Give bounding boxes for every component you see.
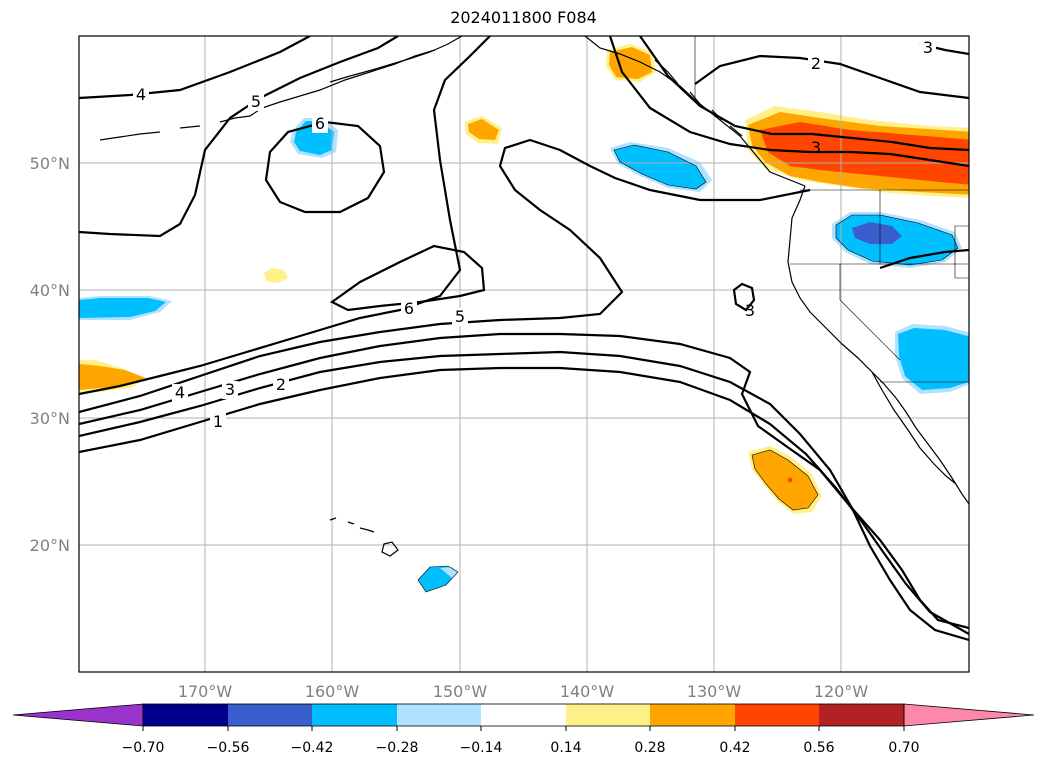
contour-label: 5 bbox=[455, 307, 465, 326]
lon-label-150: 150°W bbox=[433, 682, 488, 701]
alaska-peninsula bbox=[329, 36, 463, 83]
outline-interior bbox=[835, 214, 959, 266]
lat-label-50: 50°N bbox=[30, 154, 70, 173]
shade-yellow-small bbox=[264, 268, 288, 283]
contour-3-inner bbox=[639, 36, 969, 152]
baja-peninsula bbox=[871, 371, 957, 485]
shade-subtropical-orange bbox=[752, 450, 818, 510]
colorbar-tick-label: 0.56 bbox=[803, 740, 834, 756]
panhandle-islands bbox=[654, 59, 743, 137]
contour-5-mid bbox=[79, 36, 491, 396]
map-frame bbox=[78, 35, 970, 673]
contour-5-north bbox=[79, 36, 399, 238]
shade-southwest-blue bbox=[898, 328, 969, 390]
colorbar-bin bbox=[566, 704, 650, 726]
colorbar-bin bbox=[481, 704, 566, 726]
colorbar-tick-label: −0.56 bbox=[207, 740, 250, 756]
contour-label: 6 bbox=[404, 299, 414, 318]
lat-label-40: 40°N bbox=[30, 281, 70, 300]
contour-1-main bbox=[79, 366, 969, 635]
shade-interior-darkblue bbox=[852, 222, 902, 244]
contour-4-north bbox=[79, 36, 311, 100]
contour-label-layer: 4 5 6 6 5 4 3 2 1 2 3 3 3 bbox=[133, 38, 936, 431]
colorbar: −0.70 −0.56 −0.42 −0.28 −0.14 0.14 0.28 … bbox=[12, 703, 1035, 756]
contour-label: 2 bbox=[276, 375, 286, 394]
colorbar-bin bbox=[819, 704, 904, 726]
colorbar-frame bbox=[142, 703, 905, 727]
contour-label: 5 bbox=[251, 92, 261, 111]
state-border-c bbox=[954, 225, 969, 279]
contour-label: 6 bbox=[315, 114, 325, 133]
contour-4-main bbox=[79, 138, 811, 414]
colorbar-bin bbox=[228, 704, 312, 726]
contour-label: 4 bbox=[175, 383, 185, 402]
colorbar-tick-label: −0.70 bbox=[122, 740, 165, 756]
colorbar-bin bbox=[735, 704, 819, 726]
outline-subtropical bbox=[751, 449, 819, 511]
shade-panhandle-orange bbox=[609, 47, 652, 79]
contour-label: 3 bbox=[811, 138, 821, 157]
shade-outline-layer bbox=[417, 144, 959, 593]
colorbar-tick-label: −0.14 bbox=[460, 740, 503, 756]
lon-label-170: 170°W bbox=[178, 682, 233, 701]
us-west-coast bbox=[787, 185, 969, 505]
contour-label: 3 bbox=[745, 301, 755, 320]
lon-label-160: 160°W bbox=[305, 682, 360, 701]
colorbar-bin bbox=[312, 704, 397, 726]
colorbar-tick-label: 0.42 bbox=[719, 740, 750, 756]
lat-label-30: 30°N bbox=[30, 409, 70, 428]
shade-west-edge-blue bbox=[79, 298, 166, 318]
contour-3-main bbox=[79, 332, 969, 630]
hawaii-islands bbox=[329, 517, 399, 557]
shade-gulf-alaska-orange bbox=[468, 119, 499, 140]
contour-3-upper bbox=[608, 36, 969, 168]
latitude-label-layer: 50°N 40°N 30°N 20°N bbox=[30, 154, 70, 555]
contour-6-closed-mid bbox=[329, 244, 486, 312]
colorbar-tick-label: −0.28 bbox=[376, 740, 419, 756]
contour-small-ring bbox=[732, 282, 756, 312]
lat-label-20: 20°N bbox=[30, 536, 70, 555]
map-title: 2024011800 F084 bbox=[450, 8, 597, 27]
colorbar-bin bbox=[650, 704, 735, 726]
colorbar-tick-label: −0.42 bbox=[291, 740, 334, 756]
colorbar-tick-label: 0.14 bbox=[550, 740, 581, 756]
colorbar-extend-low bbox=[12, 703, 144, 727]
shade-south-lightblue bbox=[440, 567, 458, 578]
colorbar-tick-labels: −0.70 −0.56 −0.42 −0.28 −0.14 0.14 0.28 … bbox=[122, 740, 920, 756]
contour-6-closed bbox=[264, 120, 386, 214]
colorbar-bin bbox=[143, 704, 228, 726]
lon-label-130: 130°W bbox=[687, 682, 742, 701]
contour-label: 2 bbox=[811, 54, 821, 73]
contour-label: 3 bbox=[923, 38, 933, 57]
shade-subtropical-red-dot bbox=[787, 477, 793, 483]
colorbar-bin bbox=[397, 704, 481, 726]
longitude-label-layer: 170°W 160°W 150°W 140°W 130°W 120°W bbox=[178, 682, 869, 701]
contour-label: 3 bbox=[225, 380, 235, 399]
graticule bbox=[79, 36, 969, 672]
outline-nepac bbox=[613, 144, 707, 190]
contour-label: 1 bbox=[213, 412, 223, 431]
border-layer bbox=[694, 36, 969, 383]
lon-label-120: 120°W bbox=[814, 682, 869, 701]
outline-south bbox=[417, 565, 459, 593]
state-border-b bbox=[839, 264, 901, 361]
contour-label: 4 bbox=[136, 85, 146, 104]
colorbar-extend-high bbox=[903, 703, 1035, 727]
contour-2-north bbox=[694, 54, 969, 100]
lon-label-140: 140°W bbox=[560, 682, 615, 701]
colorbar-tick-label: 0.28 bbox=[634, 740, 665, 756]
coastline-layer bbox=[99, 36, 969, 557]
colorbar-tick-label: 0.70 bbox=[888, 740, 919, 756]
shade-nepac-blue bbox=[614, 145, 706, 189]
contour-2-main bbox=[79, 350, 969, 642]
contour-interior bbox=[879, 248, 969, 270]
colorbar-ticks bbox=[142, 726, 905, 731]
